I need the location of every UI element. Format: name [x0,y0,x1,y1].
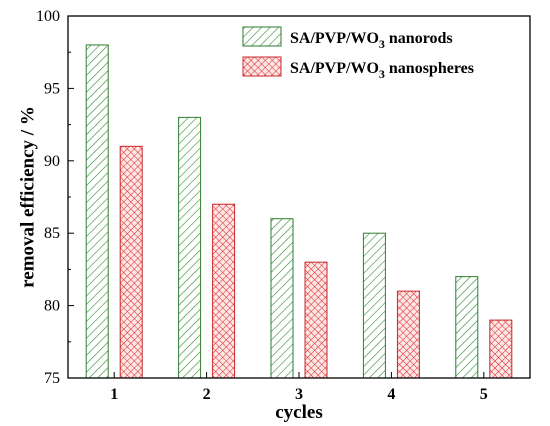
x-tick-label-4: 4 [387,386,395,403]
bar-series-1-cycle-1 [85,44,109,379]
x-tick-label-5: 5 [480,386,488,403]
y-tick-label-100: 100 [36,8,60,25]
bar-series-1-cycle-2 [178,116,202,379]
legend-label-2: SA/PVP/WO3 nanospheres [290,60,474,81]
y-tick-label-95: 95 [44,80,60,97]
bar-series-2-cycle-2 [212,203,236,379]
x-axis: 1 2 3 4 5 [110,372,488,403]
y-tick-label-90: 90 [44,153,60,170]
bar-series-1-cycle-5 [455,276,479,379]
bar-series-1-cycle-3 [270,218,294,379]
bars-group [85,44,513,379]
bar-series-2-cycle-3 [304,261,328,379]
y-tick-label-85: 85 [44,225,60,242]
x-tick-label-3: 3 [295,386,303,403]
bar-series-2-cycle-5 [489,319,513,379]
bar-series-2-cycle-1 [119,145,143,379]
y-axis-title: removal efficiency / % [18,106,39,288]
x-tick-label-1: 1 [110,386,118,403]
bar-series-2-cycle-4 [396,290,420,379]
y-tick-label-75: 75 [44,370,60,387]
y-axis: 75 80 85 90 95 100 [36,8,74,387]
x-tick-label-2: 2 [203,386,211,403]
legend: SA/PVP/WO3 nanorods SA/PVP/WO3 nanosphere… [242,26,474,81]
x-axis-title: cycles [275,402,322,423]
bar-series-1-cycle-4 [362,232,386,379]
y-tick-label-80: 80 [44,298,60,315]
legend-swatch-2 [242,56,282,77]
legend-swatch-1 [242,26,282,47]
legend-label-1: SA/PVP/WO3 nanorods [290,30,453,51]
